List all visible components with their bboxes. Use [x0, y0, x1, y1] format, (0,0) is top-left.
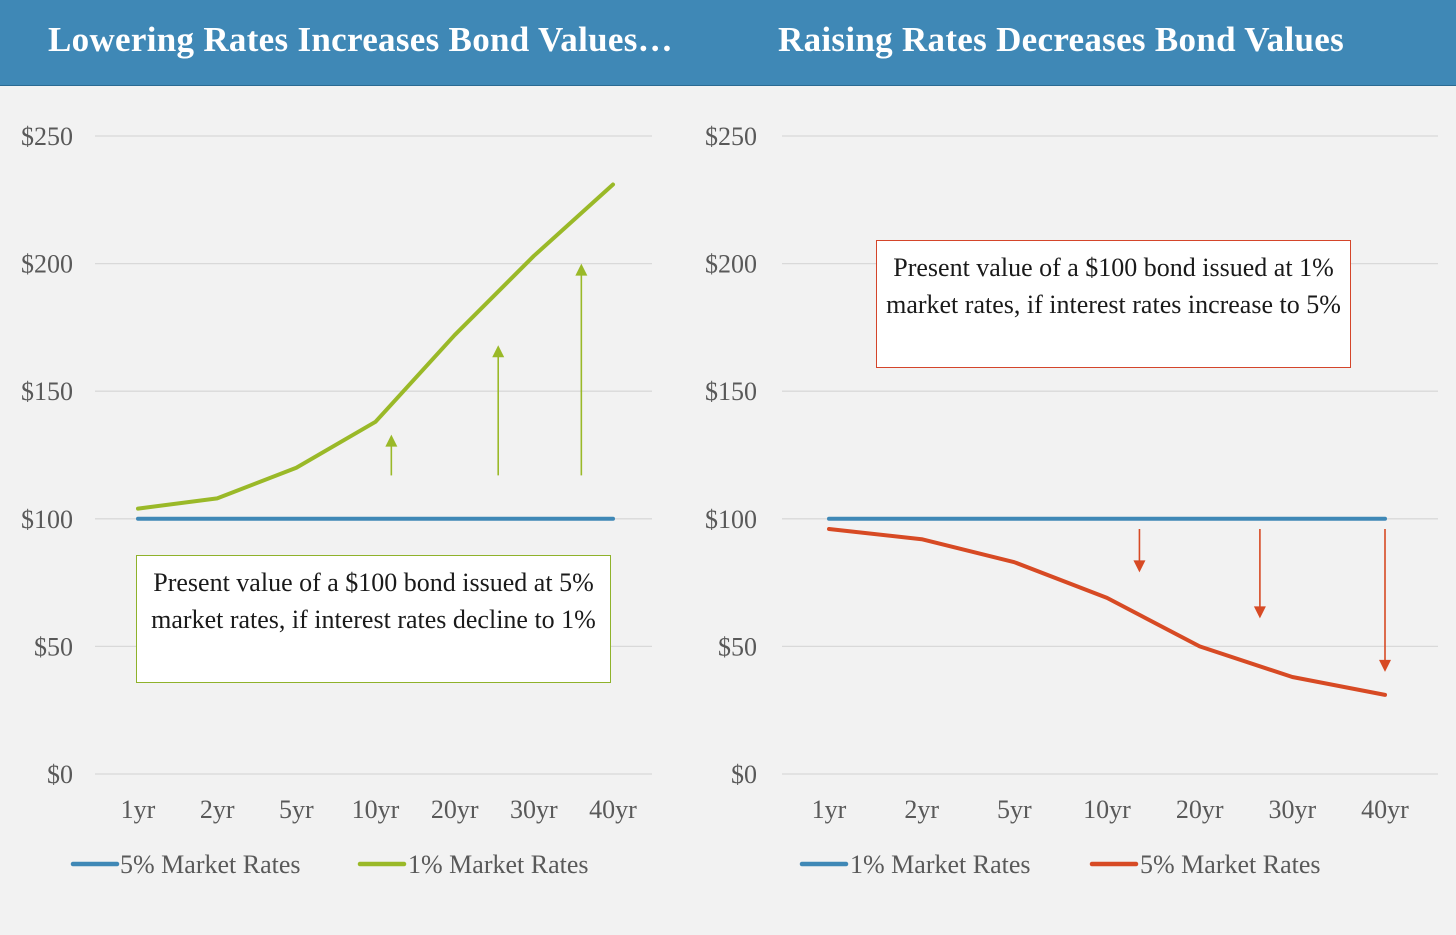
- left-arrow-head: [385, 434, 398, 447]
- right-y-tick-label: $100: [705, 505, 757, 534]
- left-series-line-2: [136, 182, 615, 511]
- left-y-tick-label: $0: [47, 760, 73, 789]
- left-x-tick-label: 30yr: [510, 795, 558, 824]
- right-y-tick-label: $0: [731, 760, 757, 789]
- left-x-tick-label: 1yr: [121, 795, 156, 824]
- right-x-tick-label: 10yr: [1083, 795, 1131, 824]
- left-legend-label-2: 1% Market Rates: [408, 850, 589, 879]
- right-series-line-2: [827, 527, 1387, 697]
- left-x-tick-label: 10yr: [352, 795, 400, 824]
- left-y-tick-label: $50: [34, 632, 73, 661]
- right-x-tick-label: 30yr: [1268, 795, 1316, 824]
- left-x-tick-label: 2yr: [200, 795, 235, 824]
- right-arrow-head: [1253, 606, 1266, 619]
- right-y-tick-label: $150: [705, 377, 757, 406]
- right-x-tick-label: 20yr: [1176, 795, 1224, 824]
- left-x-tick-label: 20yr: [431, 795, 479, 824]
- left-x-tick-label: 40yr: [589, 795, 637, 824]
- left-annotation-box: Present value of a $100 bond issued at 5…: [136, 555, 611, 683]
- left-arrow-head: [575, 263, 588, 276]
- right-y-tick-label: $50: [718, 632, 757, 661]
- left-panel-title: Lowering Rates Increases Bond Values…: [48, 20, 673, 59]
- right-x-tick-label: 2yr: [904, 795, 939, 824]
- right-arrow-head: [1133, 560, 1146, 573]
- left-y-tick-label: $250: [21, 122, 73, 151]
- left-legend-label-1: 5% Market Rates: [120, 850, 301, 879]
- right-x-tick-label: 1yr: [812, 795, 847, 824]
- left-y-tick-label: $200: [21, 250, 73, 279]
- right-legend-label-1: 1% Market Rates: [850, 850, 1031, 879]
- left-arrow-head: [492, 345, 505, 358]
- right-annotation-box: Present value of a $100 bond issued at 1…: [876, 240, 1351, 368]
- left-x-tick-label: 5yr: [279, 795, 314, 824]
- right-y-tick-label: $200: [705, 250, 757, 279]
- right-panel-title: Raising Rates Decreases Bond Values: [778, 20, 1345, 59]
- right-x-tick-label: 40yr: [1361, 795, 1409, 824]
- left-y-tick-label: $100: [21, 505, 73, 534]
- right-y-tick-label: $250: [705, 122, 757, 151]
- left-y-tick-label: $150: [21, 377, 73, 406]
- right-arrow-head: [1379, 659, 1391, 672]
- header-banner: Lowering Rates Increases Bond Values… Ra…: [0, 0, 1456, 86]
- right-legend-label-2: 5% Market Rates: [1140, 850, 1321, 879]
- right-x-tick-label: 5yr: [997, 795, 1032, 824]
